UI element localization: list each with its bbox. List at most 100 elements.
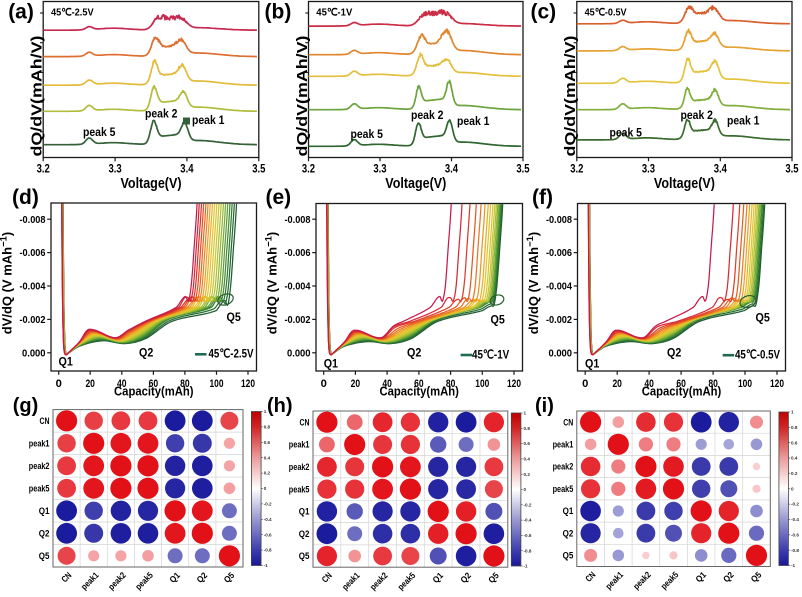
svg-text:3.3: 3.3: [373, 161, 386, 175]
svg-text:0.000: 0.000: [22, 348, 46, 359]
svg-text:-0.4: -0.4: [791, 517, 799, 522]
svg-text:60: 60: [414, 378, 424, 390]
svg-text:Q1: Q1: [585, 357, 599, 371]
svg-text:(e): (e): [266, 186, 292, 209]
svg-text:-0.002: -0.002: [20, 315, 46, 326]
svg-text:3.2: 3.2: [302, 161, 315, 175]
svg-text:0.8: 0.8: [791, 425, 798, 430]
svg-text:120: 120: [770, 378, 784, 390]
svg-text:100: 100: [738, 378, 752, 390]
svg-text:Q2: Q2: [563, 528, 574, 538]
svg-text:Capacity(mAh): Capacity(mAh): [379, 384, 459, 399]
svg-text:-0.002: -0.002: [546, 315, 572, 326]
svg-text:peak1: peak1: [553, 440, 574, 450]
svg-text:-0.004: -0.004: [20, 282, 46, 293]
svg-text:-0.006: -0.006: [20, 248, 46, 259]
svg-text:-0.002: -0.002: [285, 315, 311, 326]
svg-text:dV/dQ (V mAh−1): dV/dQ (V mAh−1): [525, 232, 541, 335]
svg-text:100: 100: [475, 378, 489, 390]
svg-text:3.2: 3.2: [37, 161, 50, 175]
svg-text:peak 5: peak 5: [83, 125, 116, 139]
svg-text:peak1: peak1: [289, 440, 310, 450]
svg-text:100: 100: [210, 378, 224, 390]
svg-text:0.8: 0.8: [524, 426, 531, 431]
svg-text:-0.4: -0.4: [524, 518, 532, 523]
svg-text:3.5: 3.5: [252, 161, 265, 175]
svg-text:3.5: 3.5: [516, 161, 529, 175]
svg-text:Q1: Q1: [39, 506, 50, 516]
svg-text:peak 2: peak 2: [145, 107, 178, 121]
svg-text:Voltage(V): Voltage(V): [654, 176, 715, 192]
svg-text:CN: CN: [300, 417, 310, 427]
svg-text:dQ/dV(mAh/V): dQ/dV(mAh/V): [29, 36, 46, 157]
svg-text:Capacity(mAh): Capacity(mAh): [114, 384, 194, 399]
svg-text:0.4: 0.4: [264, 455, 271, 460]
svg-text:3.4: 3.4: [180, 161, 193, 175]
svg-text:120: 120: [241, 378, 255, 390]
svg-text:40: 40: [382, 378, 392, 390]
svg-text:20: 20: [612, 378, 622, 390]
svg-text:-0.008: -0.008: [20, 215, 46, 226]
svg-text:-0.006: -0.006: [546, 248, 572, 259]
svg-text:0: 0: [264, 486, 267, 491]
svg-text:45℃-0.5V: 45℃-0.5V: [585, 7, 627, 18]
svg-text:-1: -1: [264, 563, 269, 568]
svg-text:peak 1: peak 1: [192, 113, 225, 127]
svg-text:Voltage(V): Voltage(V): [121, 176, 182, 192]
svg-text:peak 5: peak 5: [351, 127, 384, 141]
svg-text:peak 1: peak 1: [457, 114, 490, 128]
svg-text:45℃-1V: 45℃-1V: [472, 347, 509, 361]
svg-text:(d): (d): [12, 186, 39, 209]
svg-text:Q2: Q2: [39, 529, 50, 539]
svg-text:1: 1: [264, 409, 267, 414]
svg-text:(g): (g): [13, 395, 39, 417]
svg-text:3.5: 3.5: [785, 161, 798, 175]
svg-text:0.4: 0.4: [791, 456, 798, 461]
svg-text:Q2: Q2: [667, 346, 681, 360]
svg-text:peak5: peak5: [29, 484, 50, 494]
svg-text:0.6: 0.6: [524, 441, 531, 446]
svg-text:CN: CN: [583, 570, 597, 584]
svg-text:peak5: peak5: [289, 484, 310, 494]
svg-text:-0.2: -0.2: [524, 502, 532, 507]
svg-text:-0.2: -0.2: [264, 502, 272, 507]
svg-text:-1: -1: [791, 563, 796, 568]
svg-text:Q1: Q1: [59, 355, 73, 369]
svg-text:Q2: Q2: [139, 346, 153, 360]
svg-text:dQ/dV(mAh/V): dQ/dV(mAh/V): [294, 36, 311, 157]
svg-text:80: 80: [446, 378, 456, 390]
svg-text:20: 20: [85, 378, 95, 390]
svg-text:-0.4: -0.4: [264, 517, 272, 522]
svg-text:40: 40: [117, 378, 127, 390]
svg-text:Q5: Q5: [39, 551, 50, 561]
svg-text:-0.008: -0.008: [285, 215, 311, 226]
svg-text:(h): (h): [267, 395, 293, 417]
svg-text:0: 0: [56, 378, 62, 390]
svg-text:-0.004: -0.004: [546, 282, 572, 293]
svg-text:-0.8: -0.8: [791, 548, 799, 553]
svg-text:Q5: Q5: [491, 313, 505, 327]
svg-text:120: 120: [507, 378, 521, 390]
svg-text:0.000: 0.000: [287, 348, 311, 359]
svg-text:(i): (i): [535, 395, 554, 417]
svg-text:peak5: peak5: [553, 484, 574, 494]
svg-text:Q1: Q1: [299, 507, 310, 517]
svg-text:CN: CN: [40, 416, 50, 426]
svg-text:Q5: Q5: [299, 551, 310, 561]
svg-text:-1: -1: [524, 564, 529, 569]
svg-text:-0.6: -0.6: [524, 533, 532, 538]
svg-text:CN: CN: [563, 417, 573, 427]
svg-text:peak1: peak1: [29, 439, 50, 449]
svg-text:peak2: peak2: [289, 462, 310, 472]
svg-text:CN: CN: [59, 570, 73, 584]
svg-text:-0.6: -0.6: [264, 532, 272, 537]
svg-text:3.2: 3.2: [570, 161, 583, 175]
svg-text:peak2: peak2: [29, 461, 50, 471]
svg-text:peak 2: peak 2: [411, 108, 444, 122]
svg-text:dV/dQ (V mAh−1): dV/dQ (V mAh−1): [0, 232, 15, 335]
svg-text:0.000: 0.000: [549, 348, 573, 359]
svg-text:0.6: 0.6: [791, 440, 798, 445]
svg-text:80: 80: [708, 378, 718, 390]
svg-text:Q5: Q5: [227, 310, 241, 324]
svg-text:(f): (f): [532, 186, 553, 209]
